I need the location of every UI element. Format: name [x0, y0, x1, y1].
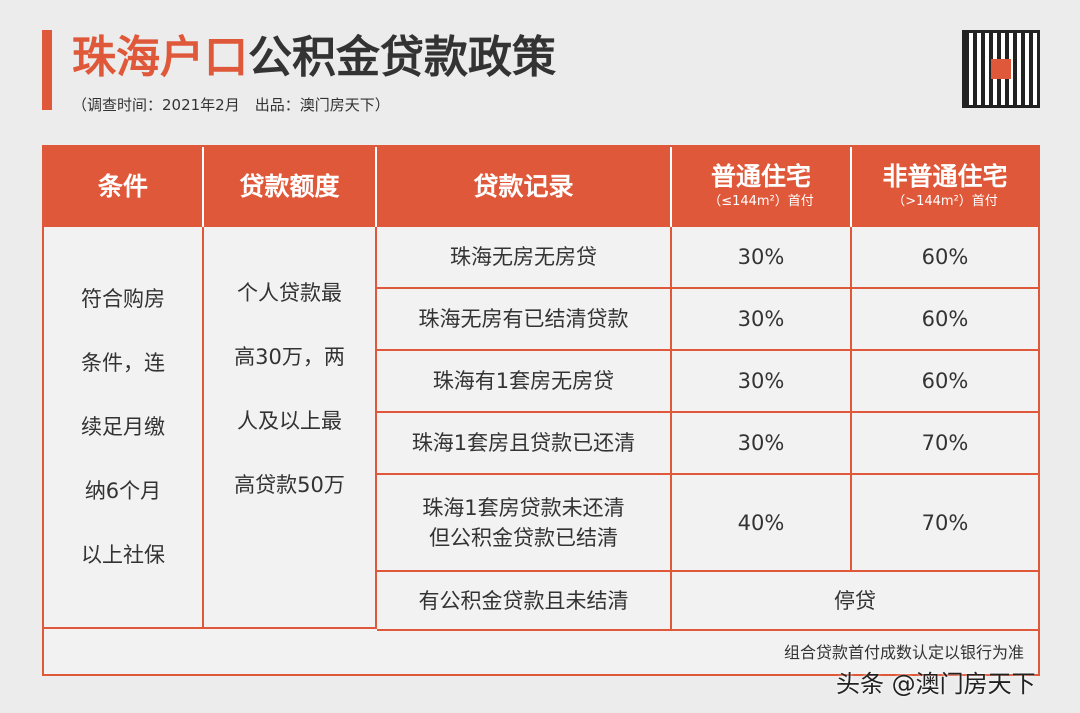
condition-cell: 符合购房条件，连续足月缴纳6个月以上社保 [44, 227, 204, 629]
record-cell: 珠海1套房贷款未还清 但公积金贷款已结清 [377, 475, 672, 572]
result-cell: 停贷 [672, 572, 1038, 631]
record-cell: 珠海无房有已结清贷款 [377, 289, 672, 351]
rate-cell: 70% [852, 475, 1038, 572]
record-cell: 珠海无房无房贷 [377, 227, 672, 289]
record-cell: 有公积金贷款且未结清 [377, 572, 672, 631]
quota-line: 个人贷款最 [237, 281, 342, 305]
rate-cell: 40% [672, 475, 852, 572]
rate-cell: 60% [852, 289, 1038, 351]
header-sublabel: （>144m²）首付 [892, 194, 998, 209]
condition-line: 符合购房 [81, 287, 165, 311]
footnote: 组合贷款首付成数认定以银行为准 [783, 643, 1024, 662]
rate-cell: 60% [852, 227, 1038, 289]
record-cell: 珠海有1套房无房贷 [377, 351, 672, 413]
rate-cell: 30% [672, 413, 852, 475]
watermark: 头条 @澳门房天下 [836, 670, 1036, 698]
rate-cell: 30% [672, 351, 852, 413]
header-sublabel: （≤144m²）首付 [708, 194, 814, 209]
title: 珠海户口公积金贷款政策 [72, 30, 556, 86]
header-cell: 非普通住宅 （>144m²）首付 [852, 147, 1038, 227]
header-cell: 条件 [44, 147, 204, 227]
subtitle: （调查时间：2021年2月 出品：澳门房天下） [72, 96, 390, 114]
condition-line: 纳6个月 [84, 479, 162, 503]
record-cell: 珠海1套房且贷款已还清 [377, 413, 672, 475]
rate-cell: 30% [672, 227, 852, 289]
condition-line: 条件，连 [81, 351, 165, 375]
header-label: 条件 [97, 172, 148, 201]
title-highlight: 珠海户口 [72, 32, 248, 83]
quota-line: 高贷款50万 [234, 473, 345, 497]
condition-line: 以上社保 [81, 543, 165, 567]
quota-cell: 个人贷款最高30万，两 人及以上最高贷款50万 [204, 227, 377, 629]
header-label: 非普通住宅 [882, 162, 1008, 191]
header-cell: 贷款记录 [377, 147, 672, 227]
header-label: 贷款额度 [239, 172, 340, 201]
title-rest: 公积金贷款政策 [248, 32, 556, 83]
header-cell: 贷款额度 [204, 147, 377, 227]
accent-bar [42, 30, 52, 110]
rate-cell: 30% [672, 289, 852, 351]
qr-code [962, 30, 1040, 108]
rate-cell: 60% [852, 351, 1038, 413]
header-label: 普通住宅 [710, 162, 811, 191]
quota-line: 人及以上最 [237, 409, 342, 433]
header-cell: 普通住宅 （≤144m²）首付 [672, 147, 852, 227]
quota-line: 高30万，两 [234, 345, 345, 369]
condition-line: 续足月缴 [81, 415, 165, 439]
rate-cell: 70% [852, 413, 1038, 475]
header-label: 贷款记录 [473, 172, 574, 201]
table: 条件 贷款额度 贷款记录 普通住宅 （≤144m²）首付 非普通住宅 （>144m²… [42, 145, 1040, 676]
